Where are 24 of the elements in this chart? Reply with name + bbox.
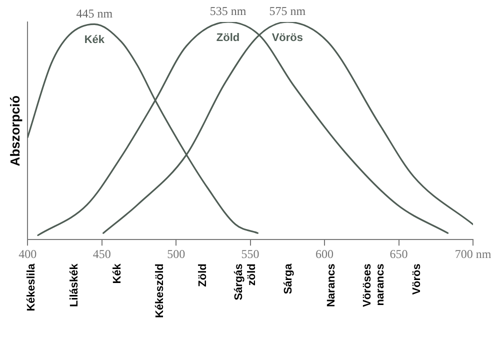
annotation: 535 nm <box>210 4 247 18</box>
text: Vöröses narancs <box>362 264 387 308</box>
text: Narancs <box>325 264 338 308</box>
annotation: 445 nm <box>76 6 114 20</box>
x-tick-label: 450 <box>92 246 111 261</box>
text: Kékeszöld <box>154 264 166 318</box>
x-tick-label: 500 <box>167 246 186 261</box>
annotation: 575 nm <box>269 4 306 18</box>
text: Vörös <box>411 264 424 295</box>
text: Sárga <box>282 262 295 294</box>
text: Liláskék <box>68 262 80 308</box>
x-tick-label: 600 <box>316 246 334 261</box>
text: Zöld <box>196 264 209 287</box>
series-label: Kék <box>84 34 106 46</box>
y-axis-title: Abszorpció <box>7 95 22 166</box>
series-label: Vörös <box>272 32 304 44</box>
x-tick-label: 550 <box>241 246 260 261</box>
x-tick-label: 400 <box>18 246 37 261</box>
text: Sárgás zöld <box>233 264 258 300</box>
text: Kékeslila <box>26 262 38 312</box>
x-tick-label: 700 nm <box>454 246 492 261</box>
series-label: Zöld <box>216 32 240 44</box>
x-tick-label: 650 <box>390 246 408 261</box>
text: Kék <box>111 262 124 284</box>
